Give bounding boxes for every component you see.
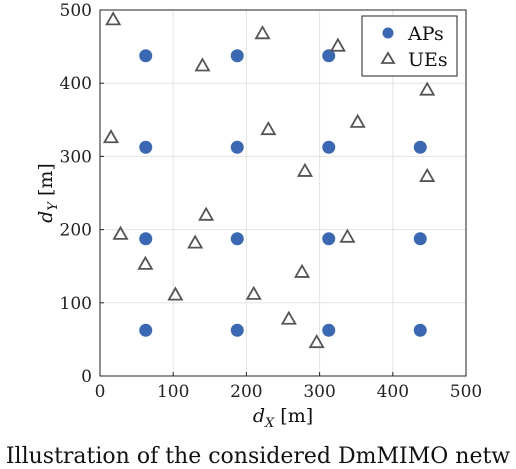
ap-point <box>413 323 427 337</box>
y-tick-label: 400 <box>60 74 92 94</box>
legend: APs UEs <box>361 15 458 77</box>
ue-point <box>245 285 262 300</box>
y-tick-label: 500 <box>60 1 92 21</box>
ue-point <box>102 129 120 144</box>
ue-point <box>187 234 204 249</box>
x-tick-label: 500 <box>450 382 482 402</box>
series-ues <box>102 11 436 349</box>
ue-point <box>280 310 297 325</box>
ue-point <box>419 167 436 182</box>
ue-point <box>112 225 129 240</box>
legend-ues-marker <box>380 51 396 64</box>
ap-point <box>322 140 336 154</box>
ue-point <box>349 113 366 128</box>
figure-caption: Illustration of the considered DmMIMO ne… <box>5 444 511 469</box>
ue-point <box>105 11 122 26</box>
ue-point <box>419 81 436 96</box>
legend-aps-label: APs <box>407 23 444 45</box>
ue-point <box>167 286 184 301</box>
ap-point <box>139 232 153 246</box>
ue-point <box>329 37 346 52</box>
ap-point <box>322 49 336 63</box>
ap-point <box>230 232 244 246</box>
ap-point <box>413 140 427 154</box>
y-tick-label: 0 <box>81 367 92 387</box>
x-tick-label: 0 <box>95 382 106 402</box>
ap-point <box>322 232 336 246</box>
ue-point <box>194 57 211 72</box>
y-tick-label: 100 <box>60 294 92 314</box>
x-tick-label: 300 <box>303 382 335 402</box>
ap-point <box>322 323 336 337</box>
legend-aps-marker <box>382 27 394 39</box>
ue-point <box>293 263 311 278</box>
x-tick-label: 400 <box>377 382 409 402</box>
ue-point <box>137 255 154 270</box>
x-tick-labels: 0 100 200 300 400 500 <box>95 372 482 402</box>
plot-border <box>99 9 467 377</box>
ap-point <box>139 49 153 63</box>
ue-point <box>339 228 356 243</box>
ap-point <box>139 323 153 337</box>
ap-point <box>413 232 427 246</box>
y-tick-labels: 0 100 200 300 400 500 <box>60 1 104 387</box>
ap-point <box>139 140 153 154</box>
grid-lines <box>99 9 467 377</box>
x-axis-label: dX [m] <box>253 405 313 431</box>
ap-point <box>230 49 244 63</box>
legend-ues-label: UEs <box>408 49 448 71</box>
legend-box <box>361 15 458 77</box>
series-aps <box>139 49 427 337</box>
ue-point <box>308 334 325 349</box>
ue-point <box>296 162 314 177</box>
x-tick-label: 100 <box>157 382 189 402</box>
y-tick-label: 200 <box>60 221 92 241</box>
ue-point <box>254 25 271 40</box>
ue-point <box>198 206 215 221</box>
ap-point <box>230 140 244 154</box>
x-tick-label: 200 <box>230 382 262 402</box>
ue-point <box>260 121 277 136</box>
y-axis-label: dY [m] <box>35 163 61 223</box>
y-tick-label: 300 <box>60 147 92 167</box>
ap-point <box>230 323 244 337</box>
